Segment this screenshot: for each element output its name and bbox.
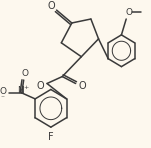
Text: O: O [0, 87, 6, 96]
Text: N: N [18, 86, 24, 95]
Text: O: O [79, 82, 86, 91]
Text: O: O [126, 8, 133, 17]
Text: ⁻: ⁻ [1, 93, 5, 102]
Text: F: F [48, 132, 54, 142]
Text: O: O [37, 82, 44, 91]
Text: O: O [21, 69, 28, 78]
Text: +: + [23, 86, 28, 90]
Text: O: O [47, 1, 55, 11]
